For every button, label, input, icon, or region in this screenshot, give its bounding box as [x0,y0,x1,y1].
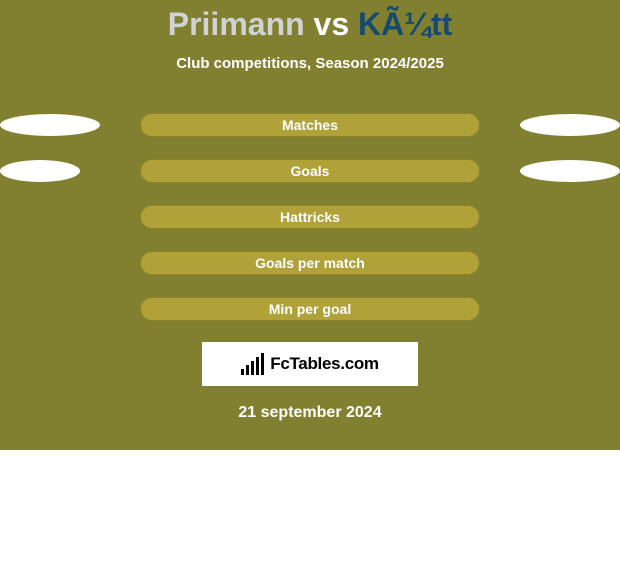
stat-row: Goals [0,148,620,194]
stat-label: Matches [141,117,479,133]
right-oval [520,160,620,182]
left-oval [0,160,80,182]
stat-bar: Goals [140,159,480,183]
logo-bar [261,353,264,375]
stat-label: Goals [141,163,479,179]
stat-row: Matches [0,102,620,148]
left-value-region [0,114,140,136]
stat-bar: Matches [140,113,480,137]
stat-label: Min per goal [141,301,479,317]
right-value-region [480,160,620,182]
subtitle: Club competitions, Season 2024/2025 [0,55,620,72]
stat-bar: Goals per match [140,251,480,275]
title-player2: KÃ¼tt [358,6,452,42]
logo-box: FcTables.com [202,342,418,386]
stat-row: Min per goal [0,286,620,332]
page-title: Priimann vs KÃ¼tt [0,5,620,43]
right-oval [520,114,620,136]
date-text: 21 september 2024 [0,404,620,422]
infographic-container: Priimann vs KÃ¼tt Club competitions, Sea… [0,0,620,450]
logo-bar [256,357,259,375]
logo-bars-icon [241,353,264,375]
title-player1: Priimann [168,6,305,42]
stat-rows: Matches Goals Hattricks Goals per match Min … [0,102,620,332]
stat-label: Hattricks [141,209,479,225]
logo-bar [241,369,244,375]
stat-row: Goals per match [0,240,620,286]
logo-bar [251,361,254,375]
below-region [0,450,620,580]
right-value-region [480,114,620,136]
left-value-region [0,160,140,182]
stat-label: Goals per match [141,255,479,271]
logo-text: FcTables.com [270,354,379,374]
left-oval [0,114,100,136]
stat-bar: Hattricks [140,205,480,229]
stat-row: Hattricks [0,194,620,240]
logo-bar [246,365,249,375]
title-vs: vs [314,6,350,42]
stat-bar: Min per goal [140,297,480,321]
